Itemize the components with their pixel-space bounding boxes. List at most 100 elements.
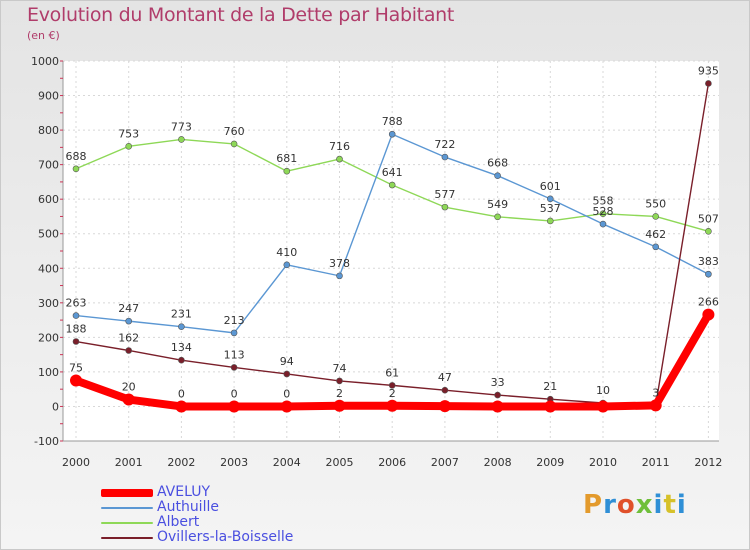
data-point — [280, 400, 293, 413]
data-point — [599, 220, 607, 228]
data-point — [125, 143, 132, 150]
data-point — [336, 272, 343, 280]
legend-swatch — [101, 489, 153, 497]
data-label: 247 — [118, 302, 139, 315]
data-point — [599, 210, 607, 217]
logo-letter: x — [635, 490, 654, 520]
x-tick-label: 2009 — [536, 456, 564, 469]
data-label: 558 — [593, 195, 614, 208]
data-point — [283, 261, 291, 269]
y-tick-label: 1000 — [31, 55, 59, 68]
data-point — [652, 213, 660, 220]
data-label: 33 — [491, 376, 505, 389]
data-label: 10 — [596, 384, 610, 397]
data-point — [652, 243, 660, 251]
data-label: 2 — [389, 387, 396, 400]
chart-subtitle: (en €) — [27, 29, 60, 42]
proxiti-logo: Proxiti — [583, 490, 687, 520]
data-point — [494, 172, 501, 179]
plot-area — [63, 61, 719, 441]
data-label: 61 — [385, 366, 399, 379]
data-label: 668 — [487, 157, 508, 170]
x-tick-label: 2005 — [326, 456, 354, 469]
legend-swatch — [101, 507, 153, 509]
data-label: 94 — [280, 355, 294, 368]
data-label: 0 — [178, 387, 185, 400]
logo-letter: t — [663, 490, 677, 520]
data-label: 577 — [434, 188, 455, 201]
data-point — [125, 347, 132, 354]
y-tick-label: 300 — [38, 297, 59, 310]
logo-letter: P — [583, 490, 604, 520]
data-point — [702, 308, 715, 321]
data-label: 410 — [276, 246, 297, 259]
data-point — [546, 195, 554, 203]
legend-label: Ovillers-la-Boisselle — [157, 529, 294, 545]
data-point — [441, 386, 449, 394]
data-point — [228, 400, 241, 413]
logo-letter: i — [676, 490, 687, 520]
data-label: 3 — [652, 386, 659, 399]
y-tick-label: 800 — [38, 124, 59, 137]
data-label: 641 — [382, 166, 403, 179]
data-label: 507 — [698, 212, 719, 225]
data-label: 716 — [329, 140, 350, 153]
data-point — [125, 317, 132, 325]
data-point — [441, 203, 449, 211]
data-label: 773 — [171, 120, 192, 133]
data-label: 549 — [487, 198, 508, 211]
x-tick-label: 2010 — [589, 456, 617, 469]
y-tick-label: 200 — [38, 331, 59, 344]
x-tick-label: 2000 — [62, 456, 90, 469]
data-point — [72, 312, 80, 319]
data-point — [178, 323, 185, 330]
data-label: 537 — [540, 202, 561, 215]
data-label: 2 — [336, 387, 343, 400]
legend-label: Authuille — [157, 499, 219, 515]
data-point — [175, 400, 188, 413]
data-point — [388, 130, 396, 138]
data-point — [72, 165, 80, 173]
data-label: 462 — [645, 228, 666, 241]
y-tick-label: 100 — [38, 366, 59, 379]
data-label: 74 — [333, 362, 347, 375]
data-label: 213 — [224, 314, 245, 327]
data-label: 528 — [593, 205, 614, 218]
data-point — [494, 391, 501, 399]
data-label: 722 — [434, 138, 455, 151]
data-point — [336, 377, 343, 385]
legend-swatch — [101, 537, 153, 539]
legend-label: AVELUY — [157, 484, 211, 500]
data-label: 753 — [118, 127, 139, 140]
data-label: 162 — [118, 331, 139, 344]
data-point — [230, 329, 238, 337]
data-point — [705, 270, 712, 278]
data-label: 788 — [382, 115, 403, 128]
data-point — [491, 400, 504, 413]
data-label: 688 — [66, 150, 87, 163]
data-point — [230, 364, 238, 371]
data-point — [388, 181, 396, 189]
data-label: 75 — [69, 362, 83, 375]
data-label: 0 — [283, 387, 290, 400]
x-tick-label: 2007 — [431, 456, 459, 469]
data-label: 601 — [540, 180, 561, 193]
x-tick-label: 2006 — [378, 456, 406, 469]
data-point — [546, 217, 554, 225]
data-point — [597, 400, 609, 413]
data-label: 681 — [276, 152, 297, 165]
data-label: 550 — [645, 197, 666, 210]
data-label: 188 — [66, 323, 87, 336]
data-point — [178, 136, 185, 143]
x-tick-label: 2008 — [484, 456, 512, 469]
chart-title: Evolution du Montant de la Dette par Hab… — [27, 4, 455, 26]
data-point — [333, 399, 346, 412]
data-label: 0 — [231, 387, 238, 400]
y-tick-label: 900 — [38, 90, 59, 103]
data-label: 760 — [224, 125, 245, 138]
legend-label: Albert — [157, 514, 200, 530]
data-point — [72, 338, 80, 345]
data-label: 935 — [698, 64, 719, 77]
data-label: 21 — [543, 380, 557, 393]
